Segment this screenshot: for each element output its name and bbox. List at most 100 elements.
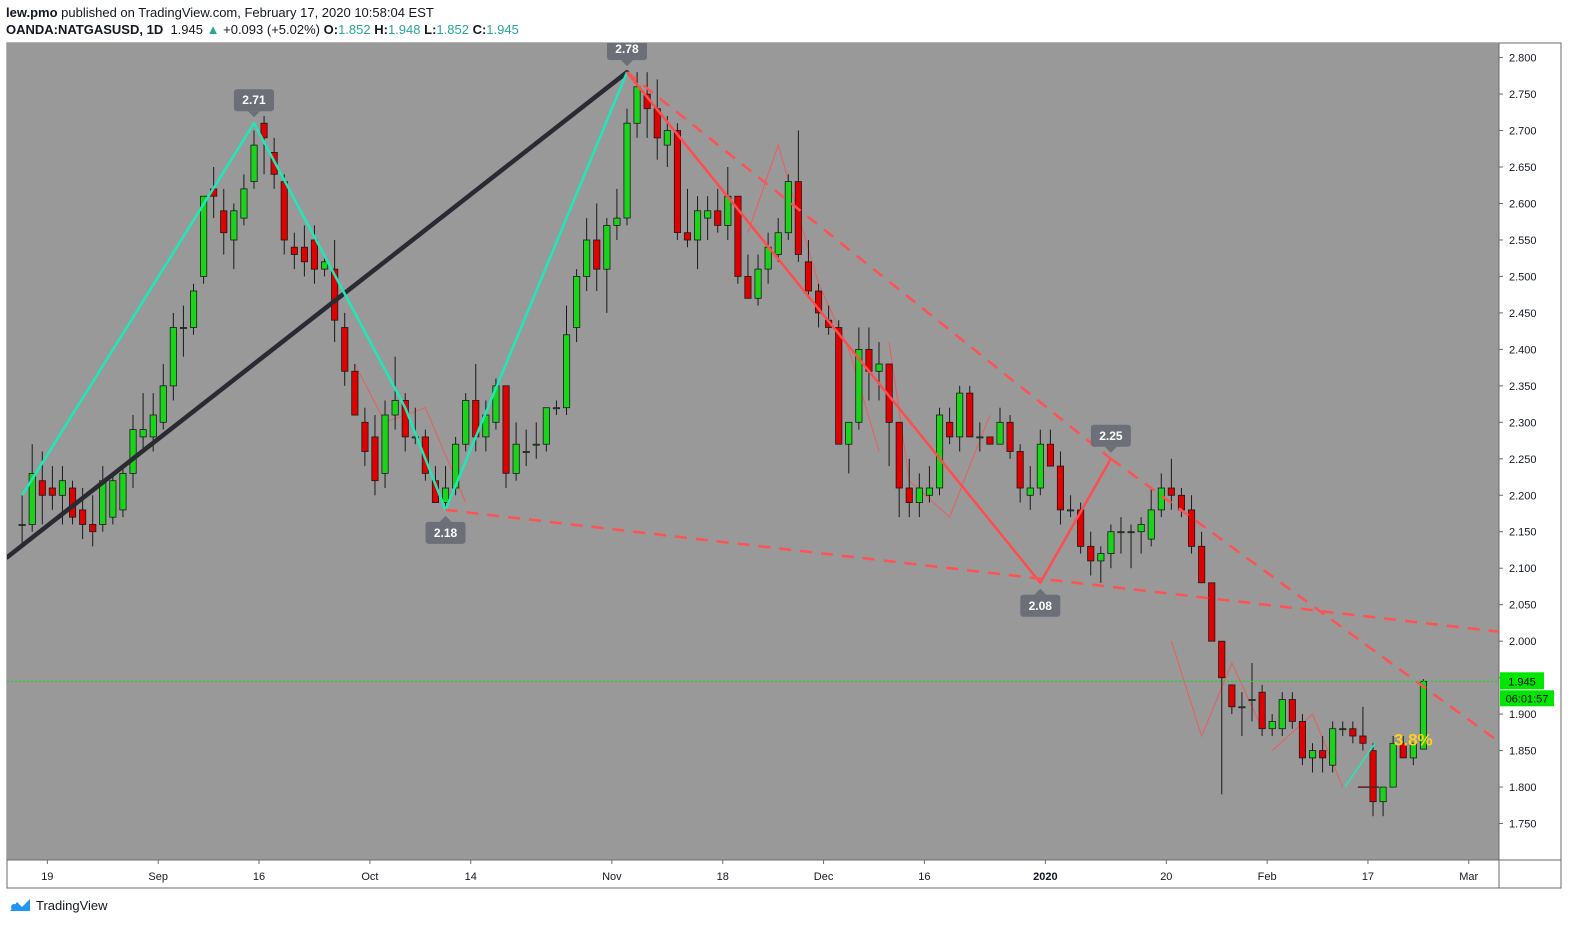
candle-body	[915, 487, 923, 504]
candle-body	[38, 480, 46, 496]
candle-body	[633, 86, 641, 124]
pivot-label-text: 2.71	[242, 93, 266, 107]
pivot-label-text: 2.78	[615, 42, 639, 56]
candle-body	[1056, 465, 1065, 511]
y-tick-label: 2.100	[1509, 563, 1537, 575]
red-zigzag	[626, 71, 1112, 585]
pivot-label-text: 2.25	[1099, 429, 1123, 443]
x-tick-label: 19	[41, 871, 53, 883]
candle-body	[1127, 531, 1135, 534]
y-tick-label: 2.650	[1509, 162, 1537, 174]
candle-body	[583, 239, 591, 277]
close-value: 1.945	[486, 22, 519, 37]
candle-body	[956, 392, 964, 438]
candle-body	[1218, 640, 1226, 679]
candle-body	[1268, 721, 1276, 730]
candle-body	[351, 370, 359, 416]
x-tick-label: Mar	[1459, 871, 1478, 883]
y-tick-label: 2.500	[1509, 271, 1537, 283]
candle-body	[79, 509, 87, 525]
candle-body	[200, 195, 208, 277]
candlestick-chart[interactable]: 2.800 2.750 2.700 2.650 2.600 2.550 2.500 2.450…	[0, 0, 1572, 895]
tradingview-logo-icon[interactable]	[8, 897, 32, 913]
low-label: L:	[424, 22, 437, 37]
candle-body	[845, 421, 853, 445]
candle-body	[734, 195, 742, 277]
candle-body	[936, 414, 944, 489]
candle-body	[58, 480, 66, 496]
candle-body	[179, 327, 188, 329]
up-arrow-icon: ▲	[206, 22, 220, 37]
pivot-label-text: 2.08	[1029, 599, 1053, 613]
candle-body	[1349, 728, 1357, 737]
y-tick-label: 1.750	[1509, 819, 1537, 831]
pivot-pointer	[439, 515, 452, 522]
candle-body	[1379, 786, 1387, 803]
candle-body	[28, 472, 36, 525]
x-tick-label: 17	[1362, 871, 1374, 883]
y-tick-label: 2.700	[1509, 126, 1537, 138]
author-name[interactable]: lew.pmo	[6, 5, 58, 20]
x-tick-label: Sep	[148, 871, 168, 883]
candle-body	[290, 246, 298, 255]
pivot-label-box	[1090, 424, 1131, 447]
candle-body	[1097, 553, 1105, 562]
candle-body	[996, 421, 1004, 445]
low-value: 1.852	[436, 22, 469, 37]
brand-name[interactable]: TradingView	[36, 897, 108, 913]
candle-body	[421, 436, 429, 474]
candle-body	[754, 268, 762, 299]
candle-body	[300, 246, 308, 263]
candle-body	[542, 407, 550, 445]
candle-body	[1389, 742, 1397, 788]
candle-body	[1248, 699, 1256, 701]
x-tick-label: 20	[1160, 871, 1172, 883]
y-tick-label: 2.050	[1509, 600, 1537, 612]
candle-body	[1157, 487, 1165, 511]
symbol-name[interactable]: OANDA:NATGASUSD, 1D	[6, 22, 164, 37]
candle-body	[502, 385, 510, 474]
candle-body	[1067, 509, 1075, 512]
pivot-pointer	[247, 111, 260, 118]
y-tick-label: 2.350	[1509, 381, 1537, 393]
candle-body	[119, 472, 127, 511]
candle-body	[1409, 742, 1417, 759]
candle-body	[1107, 531, 1115, 555]
x-tick-label: 2020	[1033, 871, 1057, 883]
high-label: H:	[374, 22, 388, 37]
dashed-trendline	[1110, 457, 1499, 743]
candle-body	[1198, 545, 1206, 584]
candle-body	[391, 399, 399, 416]
candle-body	[804, 261, 812, 292]
candle-body	[341, 327, 349, 372]
candle-body	[1319, 750, 1327, 759]
high-value: 1.948	[387, 22, 421, 37]
pivot-label-box	[233, 89, 274, 112]
candle-body	[1046, 443, 1055, 467]
open-value: 1.852	[338, 22, 371, 37]
candle-body	[976, 436, 984, 439]
candle-body	[1188, 509, 1196, 547]
candle-body	[1087, 545, 1095, 562]
y-tick-label: 2.200	[1509, 490, 1537, 502]
candle-body	[815, 290, 823, 314]
publish-header: lew.pmo published on TradingView.com, Fe…	[6, 5, 434, 20]
candle-body	[1359, 735, 1367, 744]
countdown-label: 06:01:57	[1506, 693, 1549, 705]
candle-body	[1298, 721, 1307, 759]
candle-body	[573, 275, 581, 328]
candle-body	[240, 188, 248, 219]
thin-red-zigzag	[1170, 641, 1263, 738]
candle-body	[1016, 451, 1024, 489]
candle-body	[623, 122, 631, 219]
candle-body	[683, 232, 691, 241]
pivot-label-box	[1020, 594, 1061, 617]
candle-body	[704, 210, 712, 219]
pivot-pointer	[1104, 446, 1117, 453]
green-hook	[1344, 742, 1376, 788]
candle-body	[371, 436, 379, 482]
x-tick-label: Oct	[361, 871, 378, 883]
candle-body	[1278, 699, 1286, 730]
candle-body	[1026, 487, 1034, 496]
candle-body	[512, 443, 520, 474]
